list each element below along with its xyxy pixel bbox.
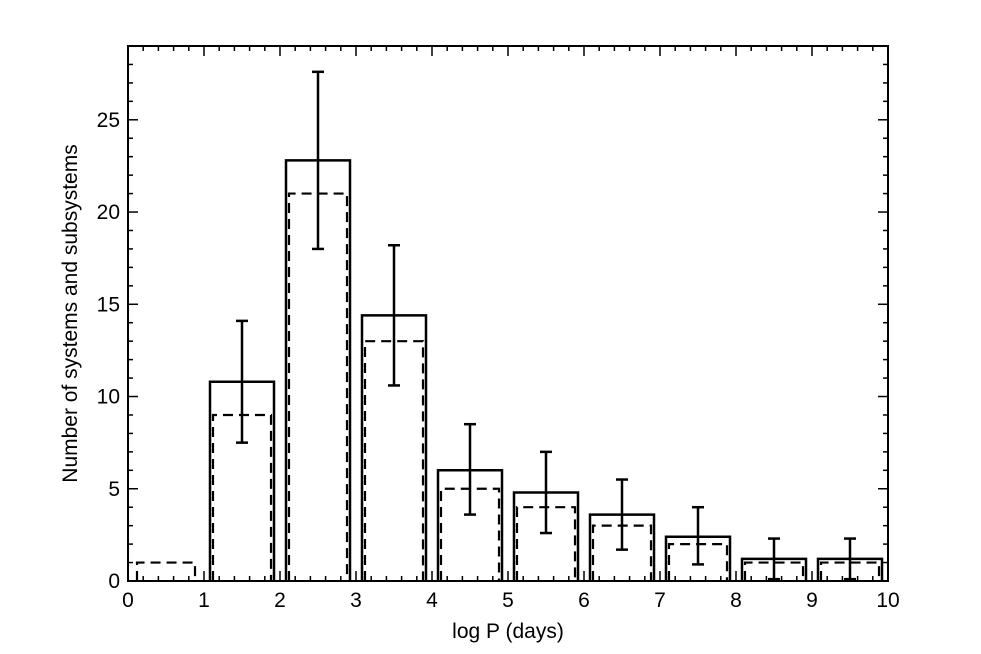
x-tick-label: 10 [876, 589, 899, 612]
error-bar [236, 319, 248, 444]
plot-frame [127, 45, 889, 582]
y-axis-label: Number of systems and subsystems [59, 144, 82, 482]
x-tick-label: 7 [654, 589, 666, 612]
error-bar [692, 505, 704, 566]
x-tick-label: 4 [426, 589, 438, 612]
dashed-bar [819, 561, 881, 581]
dashed-bar [287, 192, 349, 581]
error-bar [768, 537, 780, 581]
x-tick-label: 1 [198, 589, 210, 612]
dashed-bar [743, 561, 805, 581]
tick-labels-layer: 0 1 2 3 4 5 6 7 8 9 10 0 5 10 15 20 25 [97, 109, 900, 612]
error-bar [388, 243, 400, 387]
dashed-bar [135, 561, 197, 581]
x-tick-label: 5 [502, 589, 514, 612]
error-bar [844, 537, 856, 581]
y-tick-label: 15 [97, 293, 120, 316]
x-axis-label: log P (days) [452, 620, 564, 643]
dashed-bar [363, 340, 425, 581]
y-tick-label: 20 [97, 201, 120, 224]
x-tick-label: 0 [122, 589, 134, 612]
axis-ticks-layer [127, 45, 889, 582]
error-bar [464, 422, 476, 516]
x-tick-label: 6 [578, 589, 590, 612]
dashed-bars-layer [135, 192, 881, 581]
x-tick-label: 9 [806, 589, 818, 612]
y-tick-label: 5 [108, 478, 120, 501]
y-tick-label: 0 [108, 570, 120, 593]
error-bar [540, 450, 552, 535]
error-bar [312, 70, 324, 251]
y-tick-label: 10 [97, 386, 120, 409]
error-bar [616, 478, 628, 551]
error-bars-layer [236, 70, 856, 581]
x-tick-label: 3 [350, 589, 362, 612]
x-tick-label: 2 [274, 589, 286, 612]
x-tick-label: 8 [730, 589, 742, 612]
y-tick-label: 25 [97, 109, 120, 132]
